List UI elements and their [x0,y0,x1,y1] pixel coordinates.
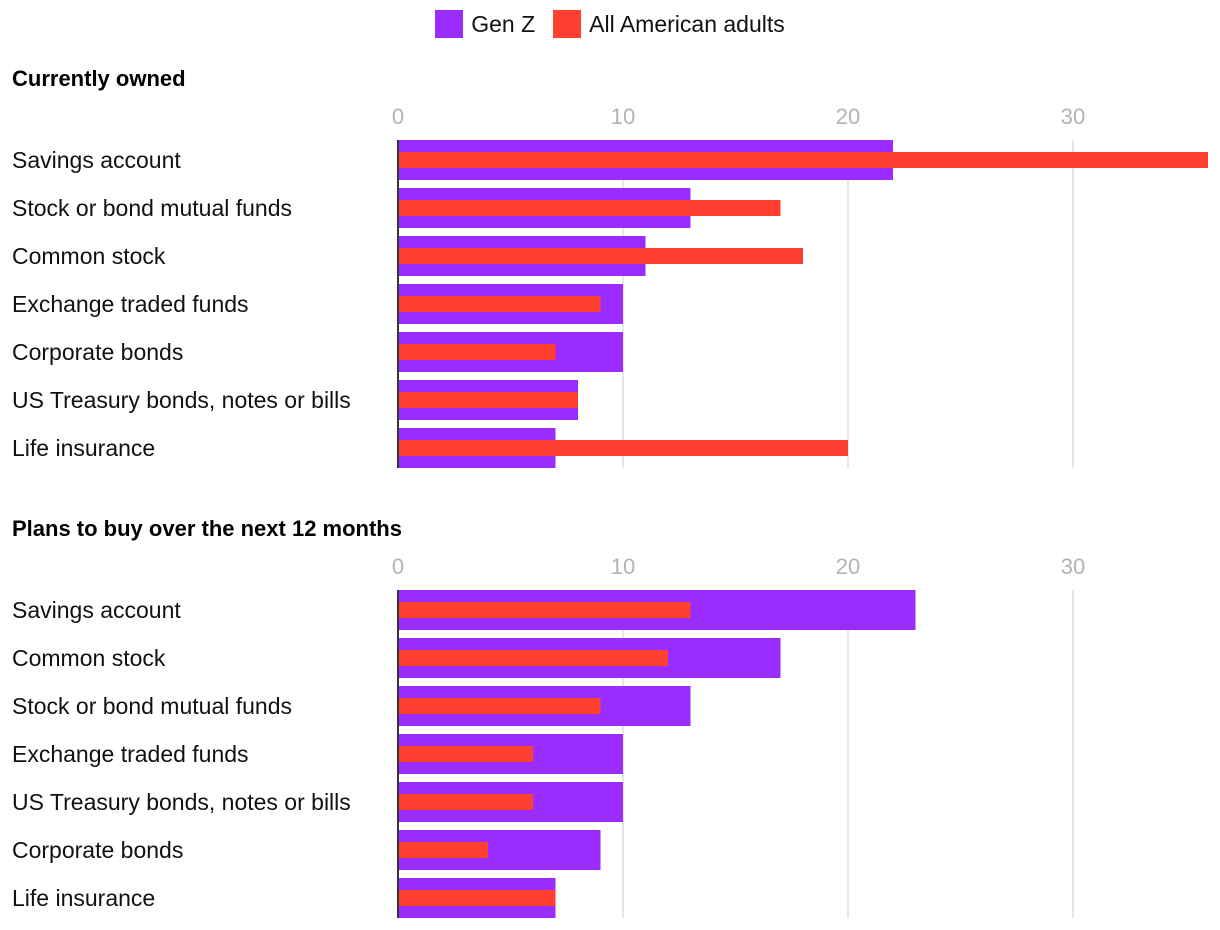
bar-all-adults-stock-or-bond-mutual-funds [398,200,781,216]
x-tick-label-30: 30 [1061,104,1085,129]
category-label-life-insurance: Life insurance [12,885,155,911]
category-label-common-stock: Common stock [12,243,166,269]
bar-all-adults-exchange-traded-funds [398,746,533,762]
bar-all-adults-savings-account [398,602,691,618]
bar-all-adults-us-treasury-bonds-notes-or-bills [398,794,533,810]
x-tick-label-10: 10 [611,104,635,129]
legend: Gen Z All American adults [0,10,1220,38]
x-tick-label-20: 20 [836,554,860,579]
category-label-exchange-traded-funds: Exchange traded funds [12,291,249,317]
category-label-stock-or-bond-mutual-funds: Stock or bond mutual funds [12,195,292,221]
category-label-stock-or-bond-mutual-funds: Stock or bond mutual funds [12,693,292,719]
bar-all-adults-stock-or-bond-mutual-funds [398,698,601,714]
chart-title-currently-owned: Currently owned [12,66,186,91]
bar-all-adults-common-stock [398,650,668,666]
category-label-us-treasury-bonds-notes-or-bills: US Treasury bonds, notes or bills [12,387,351,413]
x-tick-label-30: 30 [1061,554,1085,579]
x-tick-label-20: 20 [836,104,860,129]
bar-all-adults-savings-account [398,152,1208,168]
bar-all-adults-corporate-bonds [398,344,556,360]
legend-swatch-gen-z [435,10,464,38]
category-label-life-insurance: Life insurance [12,435,155,461]
bar-all-adults-us-treasury-bonds-notes-or-bills [398,392,578,408]
legend-swatch-all-adults [553,10,582,38]
x-tick-label-0: 0 [392,554,404,579]
category-label-savings-account: Savings account [12,147,181,173]
category-label-exchange-traded-funds: Exchange traded funds [12,741,249,767]
bar-all-adults-corporate-bonds [398,842,488,858]
x-tick-label-0: 0 [392,104,404,129]
legend-label-gen-z: Gen Z [471,10,536,37]
x-tick-label-10: 10 [611,554,635,579]
category-label-corporate-bonds: Corporate bonds [12,339,183,365]
category-label-us-treasury-bonds-notes-or-bills: US Treasury bonds, notes or bills [12,789,351,815]
bar-all-adults-life-insurance [398,890,556,906]
chart-currently-owned: 0 10 20 30 Savings account Stock or bond mutu… [12,104,1208,468]
category-label-common-stock: Common stock [12,645,166,671]
bar-all-adults-exchange-traded-funds [398,296,601,312]
legend-item-gen-z: Gen Z [435,10,535,38]
chart-title-plans-to-buy: Plans to buy over the next 12 months [12,516,402,541]
category-label-corporate-bonds: Corporate bonds [12,837,183,863]
legend-item-all-adults: All American adults [553,10,785,38]
bar-all-adults-life-insurance [398,440,848,456]
bar-all-adults-common-stock [398,248,803,264]
category-label-savings-account: Savings account [12,597,181,623]
chart-plans-to-buy: 0 10 20 30 Savings account Common stock Stock … [12,554,1085,918]
legend-label-all-adults: All American adults [589,10,785,37]
